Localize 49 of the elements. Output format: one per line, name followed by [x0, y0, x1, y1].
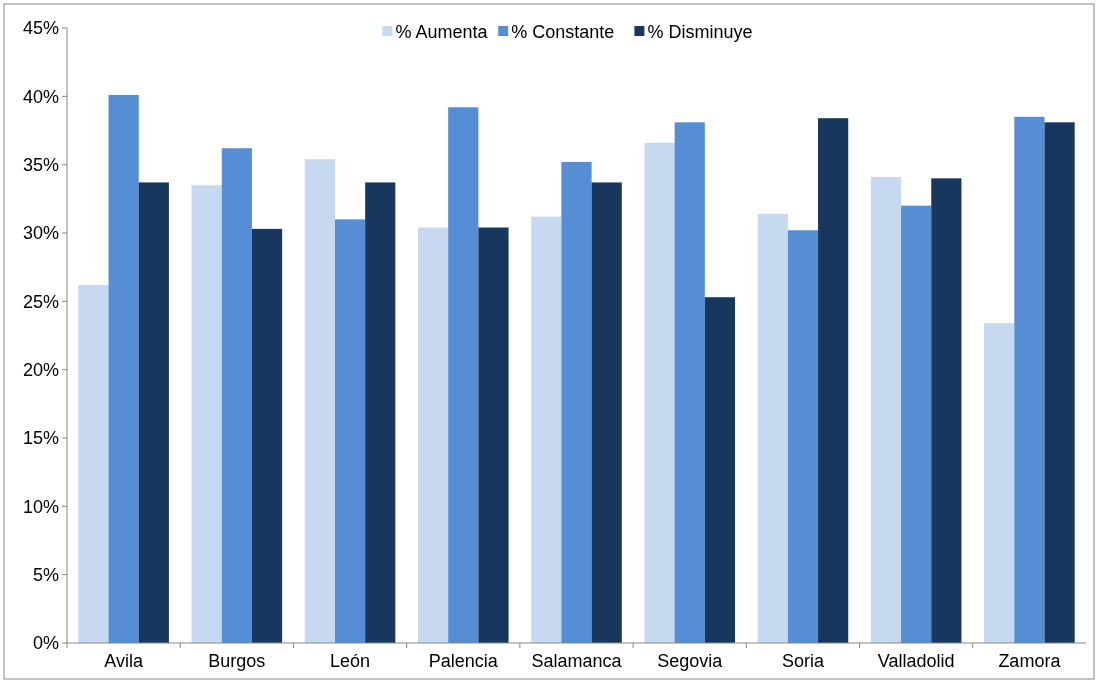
- bar: [221, 148, 252, 643]
- y-tick-label: 35%: [22, 154, 59, 175]
- x-tick-label: Valladolid: [877, 651, 955, 671]
- bar: [984, 323, 1015, 643]
- legend-label: % Disminuye: [647, 22, 753, 43]
- bar: [334, 219, 366, 643]
- bar: [931, 178, 962, 643]
- bar: [787, 230, 819, 643]
- y-tick-label: 10%: [22, 496, 59, 517]
- x-tick-label: Salamanca: [531, 651, 623, 671]
- legend-label: % Aumenta: [395, 22, 489, 43]
- x-tick-label: Zamora: [998, 651, 1062, 671]
- y-tick-label: 5%: [32, 564, 59, 585]
- x-tick-label: Palencia: [428, 651, 499, 671]
- bar: [138, 182, 169, 643]
- bar: [78, 284, 109, 643]
- x-tick-label: León: [330, 651, 371, 671]
- bar: [757, 213, 788, 643]
- y-tick-label: 25%: [22, 291, 59, 312]
- bar: [591, 182, 622, 643]
- bar: [704, 297, 736, 643]
- x-tick-label: Avila: [104, 651, 144, 671]
- y-tick-label: 15%: [22, 428, 59, 449]
- bar: [251, 228, 283, 643]
- bar: [644, 142, 675, 643]
- bar: [561, 161, 592, 643]
- bar: [870, 176, 902, 643]
- bar: [365, 182, 396, 643]
- legend-label: % Constante: [511, 22, 615, 43]
- bar: [531, 216, 562, 643]
- y-tick-label: 40%: [22, 86, 59, 107]
- bar: [417, 227, 449, 643]
- bar: [478, 227, 509, 643]
- x-tick-label: Soria: [781, 651, 825, 671]
- bar: [901, 205, 932, 643]
- bar: [304, 159, 335, 643]
- y-tick-label: 20%: [22, 359, 59, 380]
- x-tick-label: Segovia: [657, 651, 724, 671]
- y-tick-label: 0%: [32, 633, 59, 654]
- bar: [818, 118, 849, 643]
- bar: [1044, 122, 1075, 643]
- y-tick-label: 30%: [22, 223, 59, 244]
- bar: [1014, 116, 1045, 643]
- y-tick-label: 45%: [22, 18, 59, 39]
- bar: [108, 94, 139, 643]
- bar: [674, 122, 705, 643]
- x-tick-label: Burgos: [208, 651, 266, 671]
- bar: [448, 107, 479, 643]
- bar: [191, 185, 222, 643]
